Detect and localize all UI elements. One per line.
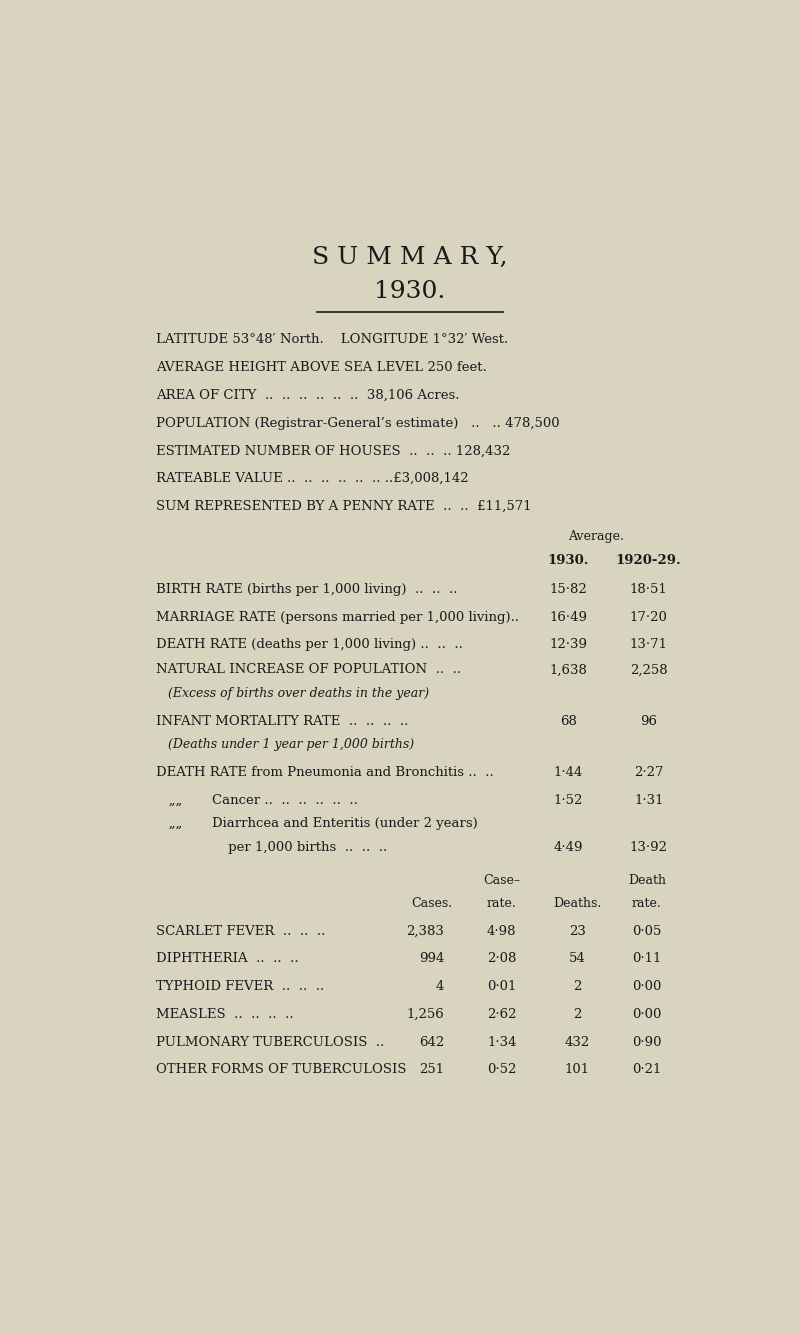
Text: 2·08: 2·08 bbox=[487, 952, 517, 966]
Text: 1,256: 1,256 bbox=[406, 1007, 444, 1021]
Text: (Excess of births over deaths in the year): (Excess of births over deaths in the yea… bbox=[168, 687, 430, 700]
Text: 251: 251 bbox=[419, 1063, 444, 1077]
Text: „„       Diarrhcea and Enteritis (under 2 years): „„ Diarrhcea and Enteritis (under 2 year… bbox=[156, 818, 478, 830]
Text: POPULATION (Registrar-General’s estimate)   ..   .. 478,500: POPULATION (Registrar-General’s estimate… bbox=[156, 416, 559, 430]
Text: 0·00: 0·00 bbox=[632, 980, 662, 992]
Text: 994: 994 bbox=[418, 952, 444, 966]
Text: RATEABLE VALUE ..  ..  ..  ..  ..  .. ..£3,008,142: RATEABLE VALUE .. .. .. .. .. .. ..£3,00… bbox=[156, 472, 469, 486]
Text: 12·39: 12·39 bbox=[549, 639, 587, 651]
Text: Death: Death bbox=[628, 874, 666, 887]
Text: DEATH RATE (deaths per 1,000 living) ..  ..  ..: DEATH RATE (deaths per 1,000 living) .. … bbox=[156, 639, 462, 651]
Text: Average.: Average. bbox=[568, 530, 624, 543]
Text: per 1,000 births  ..  ..  ..: per 1,000 births .. .. .. bbox=[156, 840, 387, 854]
Text: 642: 642 bbox=[419, 1035, 444, 1049]
Text: Deaths.: Deaths. bbox=[554, 896, 602, 910]
Text: 1930.: 1930. bbox=[547, 554, 589, 567]
Text: 0·05: 0·05 bbox=[632, 924, 662, 938]
Text: 432: 432 bbox=[565, 1035, 590, 1049]
Text: SCARLET FEVER  ..  ..  ..: SCARLET FEVER .. .. .. bbox=[156, 924, 325, 938]
Text: 17·20: 17·20 bbox=[630, 611, 668, 624]
Text: NATURAL INCREASE OF POPULATION  ..  ..: NATURAL INCREASE OF POPULATION .. .. bbox=[156, 663, 461, 676]
Text: 2·27: 2·27 bbox=[634, 766, 663, 779]
Text: 0·11: 0·11 bbox=[632, 952, 662, 966]
Text: LATITUDE 53°48′ North.    LONGITUDE 1°32′ West.: LATITUDE 53°48′ North. LONGITUDE 1°32′ W… bbox=[156, 334, 508, 347]
Text: Case–: Case– bbox=[483, 874, 520, 887]
Text: 2: 2 bbox=[574, 1007, 582, 1021]
Text: 1920-29.: 1920-29. bbox=[616, 554, 682, 567]
Text: 54: 54 bbox=[569, 952, 586, 966]
Text: 4·49: 4·49 bbox=[554, 840, 583, 854]
Text: S U M M A R Y,: S U M M A R Y, bbox=[312, 247, 508, 269]
Text: 101: 101 bbox=[565, 1063, 590, 1077]
Text: 16·49: 16·49 bbox=[549, 611, 587, 624]
Text: 96: 96 bbox=[640, 715, 658, 727]
Text: DEATH RATE from Pneumonia and Bronchitis ..  ..: DEATH RATE from Pneumonia and Bronchitis… bbox=[156, 766, 494, 779]
Text: 1·52: 1·52 bbox=[554, 794, 582, 807]
Text: 1·34: 1·34 bbox=[487, 1035, 517, 1049]
Text: 1·31: 1·31 bbox=[634, 794, 663, 807]
Text: 0·21: 0·21 bbox=[632, 1063, 662, 1077]
Text: (Deaths under 1 year per 1,000 births): (Deaths under 1 year per 1,000 births) bbox=[168, 738, 414, 751]
Text: 4: 4 bbox=[436, 980, 444, 992]
Text: DIPHTHERIA  ..  ..  ..: DIPHTHERIA .. .. .. bbox=[156, 952, 298, 966]
Text: TYPHOID FEVER  ..  ..  ..: TYPHOID FEVER .. .. .. bbox=[156, 980, 324, 992]
Text: 2,383: 2,383 bbox=[406, 924, 444, 938]
Text: 0·52: 0·52 bbox=[487, 1063, 517, 1077]
Text: 2·62: 2·62 bbox=[487, 1007, 517, 1021]
Text: 13·92: 13·92 bbox=[630, 840, 668, 854]
Text: 68: 68 bbox=[560, 715, 577, 727]
Text: 1·44: 1·44 bbox=[554, 766, 582, 779]
Text: 23: 23 bbox=[569, 924, 586, 938]
Text: 2: 2 bbox=[574, 980, 582, 992]
Text: 18·51: 18·51 bbox=[630, 583, 667, 596]
Text: 15·82: 15·82 bbox=[550, 583, 587, 596]
Text: AVERAGE HEIGHT ABOVE SEA LEVEL 250 feet.: AVERAGE HEIGHT ABOVE SEA LEVEL 250 feet. bbox=[156, 362, 486, 374]
Text: MEASLES  ..  ..  ..  ..: MEASLES .. .. .. .. bbox=[156, 1007, 294, 1021]
Text: BIRTH RATE (births per 1,000 living)  ..  ..  ..: BIRTH RATE (births per 1,000 living) .. … bbox=[156, 583, 458, 596]
Text: 13·71: 13·71 bbox=[630, 639, 668, 651]
Text: „„       Cancer ..  ..  ..  ..  ..  ..: „„ Cancer .. .. .. .. .. .. bbox=[156, 794, 358, 807]
Text: 1930.: 1930. bbox=[374, 280, 446, 303]
Text: 0·90: 0·90 bbox=[632, 1035, 662, 1049]
Text: 0·01: 0·01 bbox=[487, 980, 517, 992]
Text: PULMONARY TUBERCULOSIS  ..: PULMONARY TUBERCULOSIS .. bbox=[156, 1035, 384, 1049]
Text: OTHER FORMS OF TUBERCULOSIS: OTHER FORMS OF TUBERCULOSIS bbox=[156, 1063, 406, 1077]
Text: AREA OF CITY  ..  ..  ..  ..  ..  ..  38,106 Acres.: AREA OF CITY .. .. .. .. .. .. 38,106 Ac… bbox=[156, 388, 459, 402]
Text: ESTIMATED NUMBER OF HOUSES  ..  ..  .. 128,432: ESTIMATED NUMBER OF HOUSES .. .. .. 128,… bbox=[156, 444, 510, 458]
Text: 2,258: 2,258 bbox=[630, 663, 667, 676]
Text: rate.: rate. bbox=[487, 896, 517, 910]
Text: SUM REPRESENTED BY A PENNY RATE  ..  ..  £11,571: SUM REPRESENTED BY A PENNY RATE .. .. £1… bbox=[156, 500, 531, 512]
Text: 4·98: 4·98 bbox=[487, 924, 517, 938]
Text: INFANT MORTALITY RATE  ..  ..  ..  ..: INFANT MORTALITY RATE .. .. .. .. bbox=[156, 715, 408, 727]
Text: 1,638: 1,638 bbox=[549, 663, 587, 676]
Text: 0·00: 0·00 bbox=[632, 1007, 662, 1021]
Text: MARRIAGE RATE (persons married per 1,000 living)..: MARRIAGE RATE (persons married per 1,000… bbox=[156, 611, 519, 624]
Text: Cases.: Cases. bbox=[411, 896, 452, 910]
Text: rate.: rate. bbox=[632, 896, 662, 910]
